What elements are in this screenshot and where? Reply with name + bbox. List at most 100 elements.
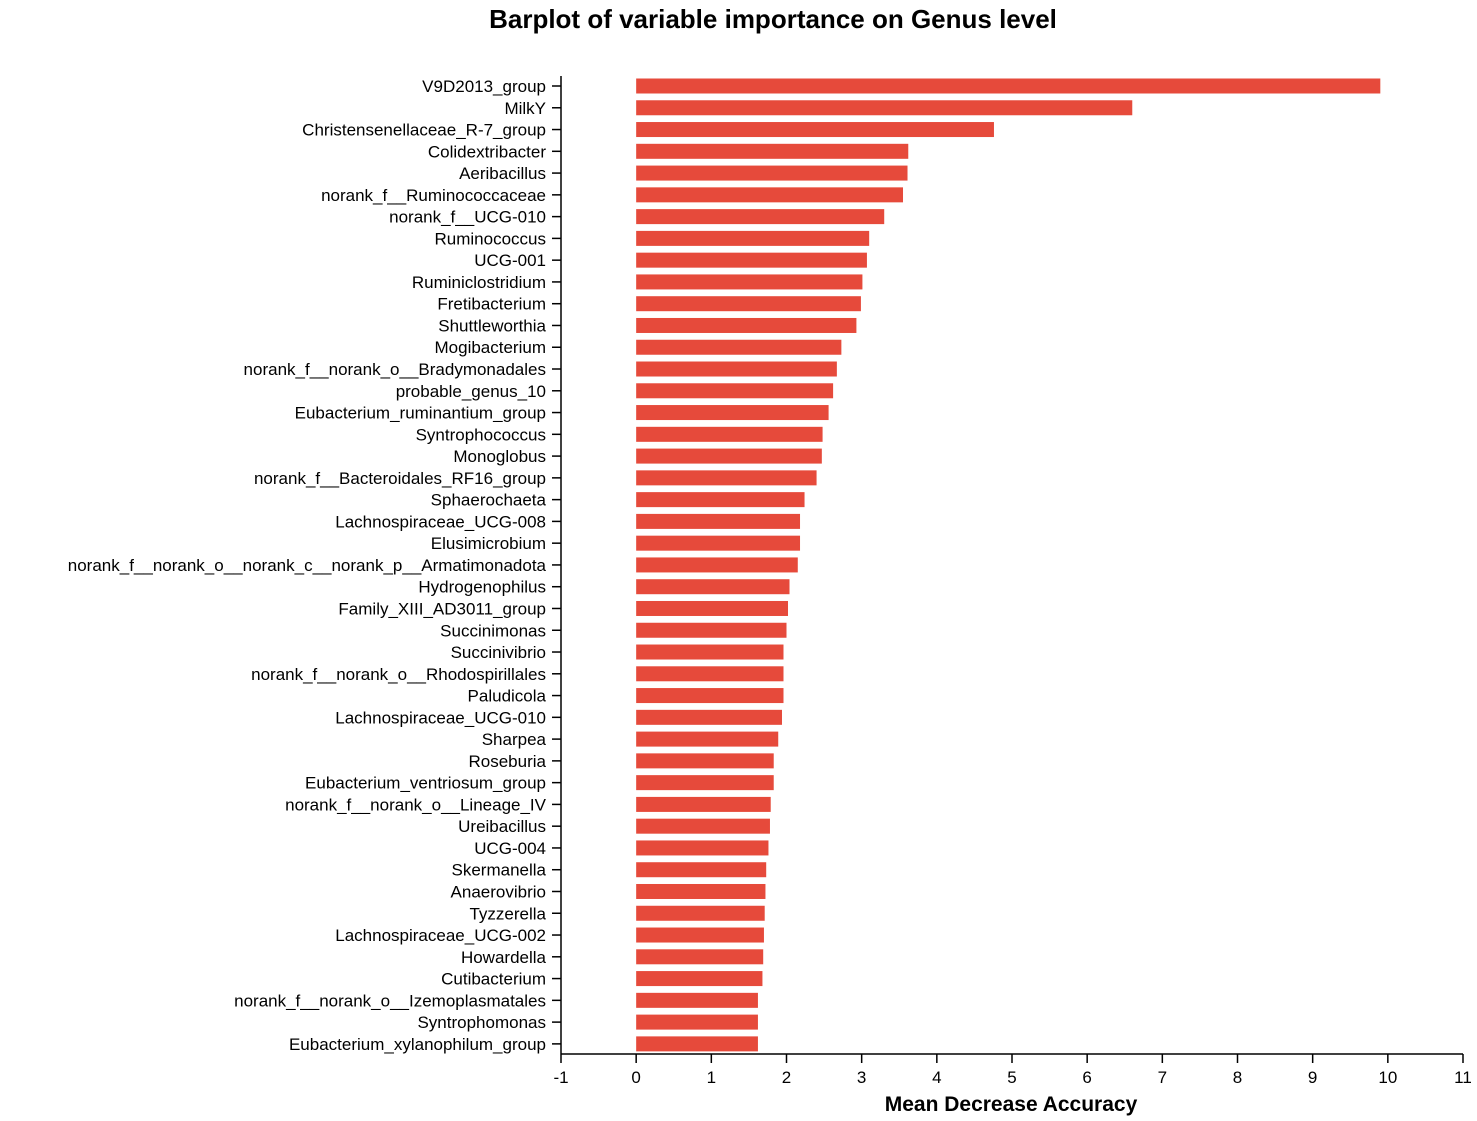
category-label-7: Ruminococcus (435, 229, 547, 248)
category-label-23: Hydrogenophilus (418, 578, 546, 597)
category-label-16: Syntrophococcus (416, 425, 546, 444)
category-label-1: MilkY (504, 99, 546, 118)
category-label-9: Ruminiclostridium (412, 273, 546, 292)
category-label-35: UCG-004 (474, 839, 546, 858)
category-label-24: Family_XIII_AD3011_group (338, 599, 546, 618)
category-label-6: norank_f__UCG-010 (389, 208, 546, 227)
bar-10 (636, 296, 861, 312)
category-label-13: norank_f__norank_o__Bradymonadales (244, 360, 546, 379)
bar-8 (636, 252, 867, 268)
x-tick-label-2: 1 (707, 1068, 716, 1087)
bar-41 (636, 971, 763, 987)
category-label-8: UCG-001 (474, 251, 546, 270)
bar-27 (636, 666, 784, 682)
category-label-10: Fretibacterium (437, 295, 546, 314)
bars-group (636, 78, 1381, 1052)
x-tick-label-10: 9 (1308, 1068, 1317, 1087)
category-label-21: Elusimicrobium (431, 534, 546, 553)
bar-3 (636, 143, 909, 159)
bar-44 (636, 1036, 758, 1052)
chart-title: Barplot of variable importance on Genus … (489, 4, 1057, 34)
category-label-2: Christensenellaceae_R-7_group (302, 121, 546, 140)
category-label-32: Eubacterium_ventriosum_group (305, 774, 546, 793)
bar-20 (636, 513, 801, 529)
x-tick-label-3: 2 (782, 1068, 791, 1087)
category-label-43: Syntrophomonas (417, 1013, 546, 1032)
bar-22 (636, 557, 798, 573)
bar-32 (636, 775, 774, 791)
category-label-41: Cutibacterium (441, 970, 546, 989)
bar-36 (636, 862, 767, 878)
category-label-39: Lachnospiraceae_UCG-002 (335, 926, 546, 945)
x-tick-label-12: 11 (1454, 1068, 1472, 1087)
category-label-14: probable_genus_10 (396, 382, 546, 401)
bar-31 (636, 753, 774, 769)
category-labels-group: V9D2013_group MilkY Christensenellaceae_R-… (68, 77, 547, 1054)
bar-39 (636, 927, 764, 943)
category-label-31: Roseburia (469, 752, 547, 771)
bar-37 (636, 883, 766, 899)
category-label-22: norank_f__norank_o__norank_c__norank_p__… (68, 556, 547, 575)
bar-42 (636, 992, 758, 1008)
category-label-26: Succinivibrio (451, 643, 546, 662)
bar-0 (636, 78, 1381, 94)
category-label-20: Lachnospiraceae_UCG-008 (335, 512, 546, 531)
category-label-18: norank_f__Bacteroidales_RF16_group (254, 469, 546, 488)
x-tick-label-7: 6 (1082, 1068, 1091, 1087)
category-label-3: Colidextribacter (428, 142, 546, 161)
category-label-44: Eubacterium_xylanophilum_group (289, 1035, 546, 1054)
category-label-25: Succinimonas (440, 621, 546, 640)
category-label-12: Mogibacterium (435, 338, 547, 357)
bar-26 (636, 644, 784, 660)
category-label-29: Lachnospiraceae_UCG-010 (335, 708, 546, 727)
x-tick-label-0: -1 (553, 1068, 568, 1087)
category-label-27: norank_f__norank_o__Rhodospirillales (251, 665, 546, 684)
bar-21 (636, 535, 801, 551)
bar-38 (636, 905, 765, 921)
bar-33 (636, 796, 771, 812)
bar-28 (636, 688, 784, 704)
category-label-17: Monoglobus (453, 447, 546, 466)
category-label-33: norank_f__norank_o__Lineage_IV (285, 795, 547, 814)
category-label-0: V9D2013_group (422, 77, 546, 96)
bar-1 (636, 100, 1133, 116)
bar-5 (636, 187, 904, 203)
bar-11 (636, 317, 857, 333)
category-label-42: norank_f__norank_o__Izemoplasmatales (234, 991, 546, 1010)
category-label-11: Shuttleworthia (438, 316, 546, 335)
bar-25 (636, 622, 787, 638)
bar-18 (636, 470, 817, 486)
bar-17 (636, 448, 822, 464)
x-tick-label-4: 3 (857, 1068, 866, 1087)
bar-29 (636, 709, 782, 725)
x-tick-label-9: 8 (1233, 1068, 1242, 1087)
x-tick-label-1: 0 (631, 1068, 640, 1087)
category-label-34: Ureibacillus (458, 817, 546, 836)
x-tick-label-6: 5 (1007, 1068, 1016, 1087)
bar-13 (636, 361, 837, 377)
category-label-15: Eubacterium_ruminantium_group (295, 404, 546, 423)
category-label-19: Sphaerochaeta (431, 491, 547, 510)
category-label-40: Howardella (461, 948, 547, 967)
bar-15 (636, 405, 829, 421)
y-axis-ticks-group (552, 85, 561, 1045)
bar-6 (636, 209, 885, 225)
category-label-37: Anaerovibrio (451, 882, 546, 901)
category-label-38: Tyzzerella (469, 904, 546, 923)
category-label-5: norank_f__Ruminococcaceae (321, 186, 546, 205)
bar-43 (636, 1014, 758, 1030)
bar-40 (636, 949, 764, 965)
bar-30 (636, 731, 779, 747)
bar-23 (636, 579, 790, 595)
bar-9 (636, 274, 863, 290)
bar-2 (636, 122, 994, 138)
bar-16 (636, 426, 823, 442)
bar-12 (636, 339, 842, 355)
bar-4 (636, 165, 908, 181)
bar-34 (636, 818, 770, 834)
x-tick-label-5: 4 (932, 1068, 941, 1087)
x-tick-label-8: 7 (1158, 1068, 1167, 1087)
x-axis-ticks-group: -1 0 1 2 3 4 5 6 7 8 9 10 11 (553, 1054, 1472, 1087)
bar-35 (636, 840, 769, 856)
